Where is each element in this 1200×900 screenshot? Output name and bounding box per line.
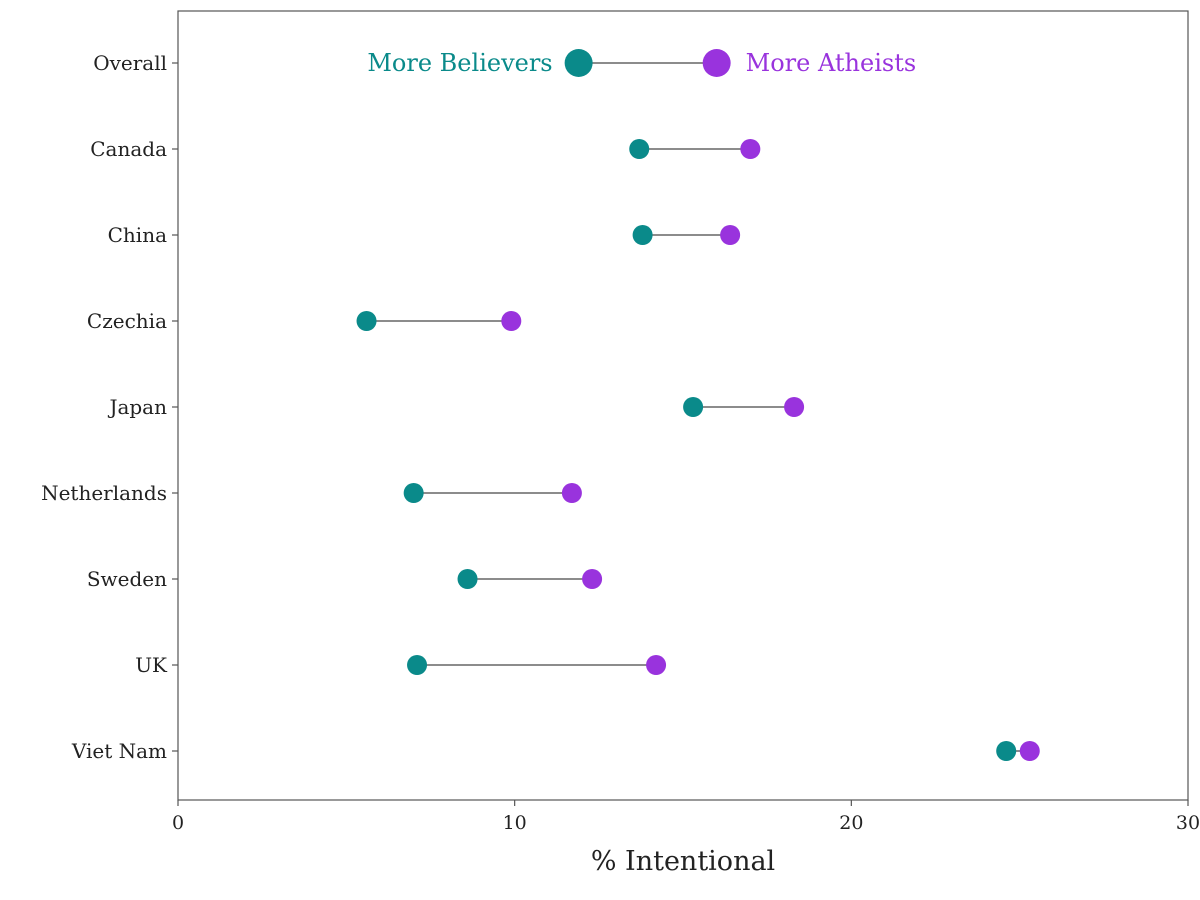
plot-panel-border <box>177 10 1189 801</box>
y-tick-label-overall: Overall <box>93 51 167 75</box>
x-tick-label-0: 0 <box>172 812 184 834</box>
y-tick-label-netherlands: Netherlands <box>41 481 167 505</box>
atheists-point-uk <box>646 655 667 675</box>
x-tick-label-30: 30 <box>1176 812 1200 834</box>
y-tick-label-japan: Japan <box>107 395 167 419</box>
atheists-point-czechia <box>501 311 522 331</box>
believers-point-overall <box>564 49 593 77</box>
atheists-point-viet-nam <box>1019 741 1040 761</box>
legend: More Believers More Atheists <box>367 49 916 77</box>
believers-point-china <box>632 225 653 245</box>
atheists-point-japan <box>784 397 805 417</box>
y-tick-label-china: China <box>108 223 167 247</box>
believers-point-canada <box>629 139 650 159</box>
y-tick-label-uk: UK <box>135 653 168 677</box>
x-tick-label-10: 10 <box>503 812 527 834</box>
atheists-point-sweden <box>582 569 603 589</box>
legend-label-more-believers: More Believers <box>367 49 552 77</box>
y-tick-label-sweden: Sweden <box>87 567 167 591</box>
believers-point-viet-nam <box>996 741 1017 761</box>
x-axis-title: % Intentional <box>591 846 775 877</box>
legend-label-more-atheists: More Atheists <box>746 49 917 77</box>
believers-point-japan <box>683 397 704 417</box>
atheists-point-canada <box>740 139 761 159</box>
x-axis: 0 10 20 30 <box>172 800 1200 834</box>
believers-point-sweden <box>457 569 478 589</box>
y-tick-label-czechia: Czechia <box>87 309 167 333</box>
connector-layer <box>366 62 1030 752</box>
y-axis: Overall Canada China Czechia Japan Netherland… <box>41 51 178 763</box>
believers-point-uk <box>407 655 428 675</box>
atheists-point-overall <box>702 49 731 77</box>
y-tick-label-canada: Canada <box>90 137 167 161</box>
y-tick-label-viet-nam: Viet Nam <box>71 739 167 763</box>
atheists-point-china <box>720 225 741 245</box>
believers-point-netherlands <box>403 483 424 503</box>
x-tick-label-20: 20 <box>839 812 863 834</box>
believers-point-czechia <box>356 311 377 331</box>
atheists-point-netherlands <box>561 483 582 503</box>
point-layer <box>356 49 1040 761</box>
